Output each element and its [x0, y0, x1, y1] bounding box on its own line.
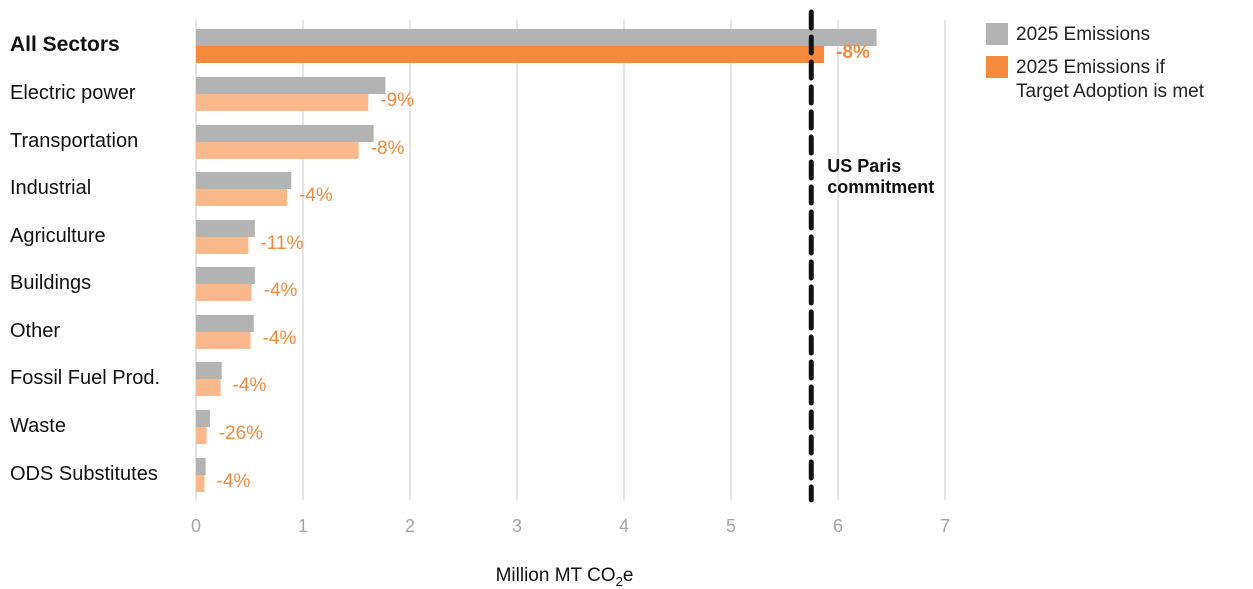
x-tick-labels: 0 1 2 3 4 5 6 7 — [191, 516, 950, 536]
legend: 2025 Emissions 2025 Emissions if Target … — [986, 23, 1205, 102]
change-label-4: -11% — [260, 233, 303, 254]
legend-swatch-current — [986, 23, 1008, 45]
category-label-5: Buildings — [10, 272, 91, 294]
legend-label-current: 2025 Emissions — [1016, 24, 1150, 45]
change-label-7: -4% — [233, 375, 267, 396]
legend-label-target-line1: 2025 Emissions if — [1016, 57, 1166, 78]
bar-target-9 — [196, 475, 205, 492]
change-label-3: -4% — [299, 185, 333, 206]
x-tick-label-4: 4 — [619, 516, 629, 536]
x-tick-label-2: 2 — [405, 516, 415, 536]
bar-current-4 — [196, 220, 255, 237]
x-axis-label: Million MT CO2e — [496, 565, 634, 589]
category-label-2: Transportation — [10, 130, 138, 152]
bar-current-8 — [196, 410, 210, 427]
change-label-1: -9% — [380, 90, 414, 111]
x-tick-label-5: 5 — [726, 516, 736, 536]
change-label-6: -4% — [263, 328, 297, 349]
x-tick-label-6: 6 — [833, 516, 843, 536]
bar-target-5 — [196, 284, 252, 301]
bar-current-0 — [196, 29, 877, 46]
change-label-9: -4% — [217, 471, 251, 492]
category-label-3: Industrial — [10, 177, 91, 199]
bar-target-7 — [196, 379, 221, 396]
category-label-0: All Sectors — [10, 33, 120, 56]
x-tick-label-3: 3 — [512, 516, 522, 536]
bar-current-3 — [196, 172, 292, 189]
bar-target-8 — [196, 427, 207, 444]
bar-target-2 — [196, 142, 359, 159]
change-label-8: -26% — [219, 423, 263, 444]
category-labels: All Sectors Electric power Transportation I… — [10, 33, 160, 485]
bar-target-1 — [196, 94, 369, 111]
x-tick-label-1: 1 — [298, 516, 308, 536]
change-labels: -8% -9% -8% -4% -11% -4% -4% -4% -26% -4% — [217, 42, 870, 492]
category-label-9: ODS Substitutes — [10, 463, 158, 485]
legend-swatch-target — [986, 56, 1008, 78]
x-tick-label-7: 7 — [940, 516, 950, 536]
bars — [196, 29, 877, 492]
change-label-0: -8% — [836, 42, 870, 63]
x-axis-label-tail: e — [623, 565, 634, 586]
category-label-1: Electric power — [10, 82, 136, 104]
bar-current-6 — [196, 315, 254, 332]
bar-current-1 — [196, 77, 386, 94]
category-label-6: Other — [10, 320, 60, 342]
reference-label-line2: commitment — [827, 177, 934, 197]
category-label-8: Waste — [10, 415, 66, 437]
x-tick-label-0: 0 — [191, 516, 201, 536]
bar-current-5 — [196, 267, 255, 284]
reference-label-line1: US Paris — [827, 156, 901, 176]
bar-target-6 — [196, 332, 251, 349]
bar-target-0 — [196, 46, 825, 63]
category-label-4: Agriculture — [10, 225, 106, 247]
bar-target-4 — [196, 237, 249, 254]
x-axis-label-subscript: 2 — [616, 574, 623, 589]
bar-target-3 — [196, 189, 287, 206]
change-label-2: -8% — [371, 138, 405, 159]
bar-current-2 — [196, 125, 374, 142]
legend-label-target-line2: Target Adoption is met — [1016, 81, 1205, 102]
category-label-7: Fossil Fuel Prod. — [10, 367, 160, 389]
bar-current-7 — [196, 362, 222, 379]
bar-current-9 — [196, 458, 206, 475]
change-label-5: -4% — [264, 280, 298, 301]
x-axis-label-main: Million MT CO — [496, 565, 616, 586]
